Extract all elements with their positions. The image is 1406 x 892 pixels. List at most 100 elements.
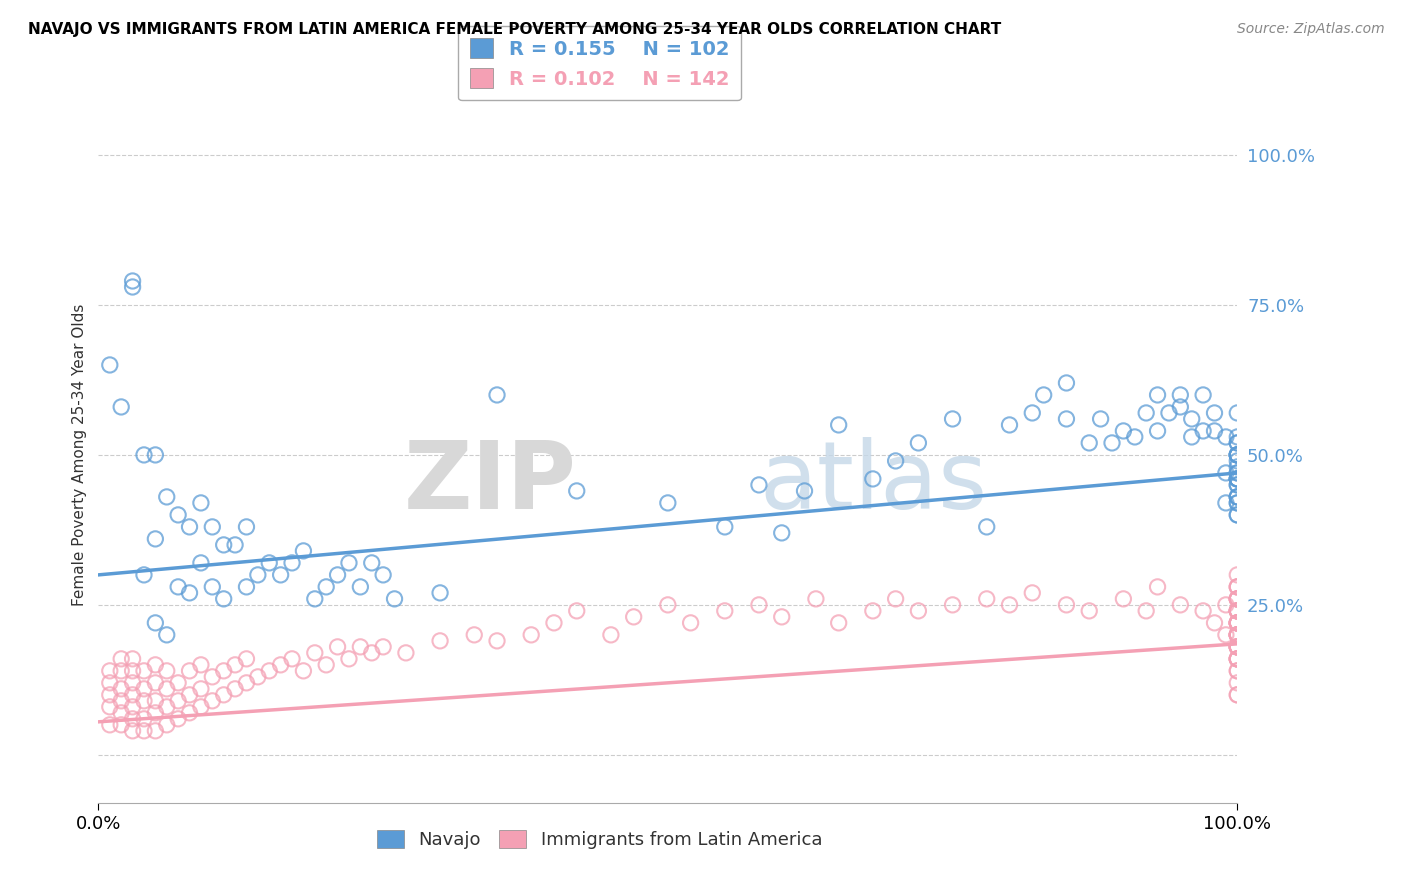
Point <box>179 520 201 534</box>
Point <box>132 567 155 582</box>
Point <box>657 496 679 510</box>
Point <box>1226 430 1249 444</box>
Point <box>1226 490 1249 504</box>
Point <box>1226 640 1249 654</box>
Point <box>520 628 543 642</box>
Point <box>212 664 235 678</box>
Point <box>121 712 143 726</box>
Point <box>132 723 155 738</box>
Point <box>98 688 121 702</box>
Point <box>110 718 132 732</box>
Point <box>167 676 190 690</box>
Point <box>304 591 326 606</box>
Point <box>110 652 132 666</box>
Point <box>1226 591 1249 606</box>
Point <box>292 544 315 558</box>
Point <box>98 664 121 678</box>
Point <box>371 640 394 654</box>
Point <box>486 388 509 402</box>
Point <box>98 358 121 372</box>
Point <box>1226 664 1249 678</box>
Point <box>1226 628 1249 642</box>
Point <box>1226 640 1249 654</box>
Point <box>1226 628 1249 642</box>
Point <box>1226 472 1249 486</box>
Point <box>1054 598 1078 612</box>
Point <box>1226 615 1249 630</box>
Point <box>1123 430 1146 444</box>
Point <box>167 580 190 594</box>
Point <box>1226 459 1249 474</box>
Point <box>1135 406 1157 420</box>
Point <box>121 274 143 288</box>
Point <box>1226 604 1249 618</box>
Point <box>201 520 224 534</box>
Point <box>156 718 179 732</box>
Point <box>1226 436 1249 450</box>
Point <box>145 532 167 546</box>
Point <box>804 591 827 606</box>
Point <box>1157 406 1180 420</box>
Point <box>145 706 167 720</box>
Point <box>1146 388 1168 402</box>
Text: ZIP: ZIP <box>404 437 576 529</box>
Point <box>259 664 281 678</box>
Point <box>1226 454 1249 468</box>
Y-axis label: Female Poverty Among 25-34 Year Olds: Female Poverty Among 25-34 Year Olds <box>72 304 87 606</box>
Point <box>156 699 179 714</box>
Point <box>145 448 167 462</box>
Point <box>360 646 382 660</box>
Point <box>1226 591 1249 606</box>
Point <box>679 615 702 630</box>
Text: atlas: atlas <box>759 437 987 529</box>
Point <box>110 400 132 414</box>
Point <box>1226 652 1249 666</box>
Point <box>1226 604 1249 618</box>
Point <box>190 657 212 672</box>
Point <box>1226 490 1249 504</box>
Point <box>110 706 132 720</box>
Point <box>1226 615 1249 630</box>
Point <box>1054 376 1078 390</box>
Point <box>190 556 212 570</box>
Point <box>246 567 269 582</box>
Point <box>1226 466 1249 480</box>
Point <box>1226 591 1249 606</box>
Point <box>463 628 485 642</box>
Point <box>360 556 382 570</box>
Point <box>121 652 143 666</box>
Point <box>1204 424 1226 438</box>
Point <box>1226 580 1249 594</box>
Point <box>132 712 155 726</box>
Point <box>600 628 623 642</box>
Point <box>1226 508 1249 522</box>
Point <box>315 580 337 594</box>
Point <box>748 478 770 492</box>
Point <box>121 723 143 738</box>
Point <box>201 694 224 708</box>
Point <box>429 633 451 648</box>
Point <box>1226 652 1249 666</box>
Point <box>315 657 337 672</box>
Point <box>1090 412 1112 426</box>
Point <box>1226 640 1249 654</box>
Point <box>132 448 155 462</box>
Point <box>1226 688 1249 702</box>
Point <box>998 598 1021 612</box>
Point <box>1054 412 1078 426</box>
Point <box>1226 448 1249 462</box>
Point <box>98 699 121 714</box>
Point <box>429 586 451 600</box>
Point <box>1226 615 1249 630</box>
Point <box>1226 604 1249 618</box>
Point <box>1226 472 1249 486</box>
Point <box>1215 598 1237 612</box>
Point <box>121 676 143 690</box>
Point <box>748 598 770 612</box>
Point <box>998 417 1021 432</box>
Point <box>371 567 394 582</box>
Point <box>1226 628 1249 642</box>
Point <box>235 520 257 534</box>
Point <box>110 664 132 678</box>
Point <box>337 652 360 666</box>
